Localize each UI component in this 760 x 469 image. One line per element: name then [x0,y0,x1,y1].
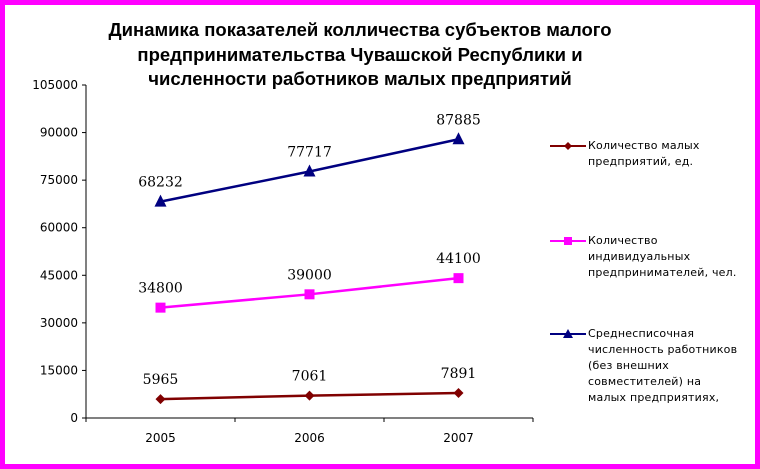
legend-marker-small-enterprises [550,142,586,150]
legend-marker-individual-entrepreneurs [550,237,586,245]
legend-marker-employees [550,329,586,338]
legend-line: (без внешних [588,359,669,372]
legend-line: предприятий, ед. [588,155,694,168]
legend-label-employees: Среднесписочная численность работников (… [588,326,748,406]
data-label: 7891 [441,366,477,382]
data-label: 68232 [138,175,183,191]
legend-line: численность работников [588,343,738,356]
legend-label-small-enterprises: Количество малых предприятий, ед. [588,138,748,170]
data-label: 5965 [143,372,179,388]
data-point-marker [155,394,166,405]
data-point-marker [304,390,315,401]
x-tick-label: 2006 [294,431,325,445]
y-tick-label: 0 [70,411,78,425]
y-tick-label: 15000 [40,363,78,377]
data-point-marker [452,132,465,145]
legend-line: индивидуальных [588,250,691,263]
y-tick-label: 105000 [32,78,78,92]
data-label: 44100 [436,251,481,267]
data-label: 34800 [138,281,183,297]
legend-line: малых предприятиях, [588,391,720,404]
y-tick-label: 60000 [40,221,78,235]
y-tick-label: 45000 [40,268,78,282]
data-label: 7061 [292,369,328,385]
x-tick-label: 2005 [145,431,176,445]
data-point-marker [303,164,316,177]
data-point-marker [154,194,167,207]
legend-line: предпринимателей, чел. [588,266,737,279]
chart-title: Динамика показателей колличества субъект… [60,18,660,92]
chart-title-line-2: предпринимательства Чувашской Республики… [137,43,583,65]
y-tick-label: 30000 [40,316,78,330]
data-point-marker [453,387,464,398]
y-tick-label: 90000 [40,126,78,140]
data-point-marker [304,289,315,300]
data-point-marker [155,302,166,313]
chart-title-line-1: Динамика показателей колличества субъект… [108,19,612,40]
legend-label-individual-entrepreneurs: Количество индивидуальных предпринимател… [588,233,748,281]
legend-line: Количество малых [588,139,700,152]
y-tick-label: 75000 [40,173,78,187]
legend-line: Количество [588,234,658,247]
data-label: 77717 [287,145,332,161]
x-tick-label: 2007 [443,431,474,445]
chart-title-line-3: численности работников малых предприятий [148,68,572,89]
legend-line: Среднесписочная [588,327,695,340]
data-label: 39000 [287,267,332,283]
data-point-marker [453,273,464,284]
legend-line: совместителей) на [588,375,702,388]
data-label: 87885 [436,112,481,128]
